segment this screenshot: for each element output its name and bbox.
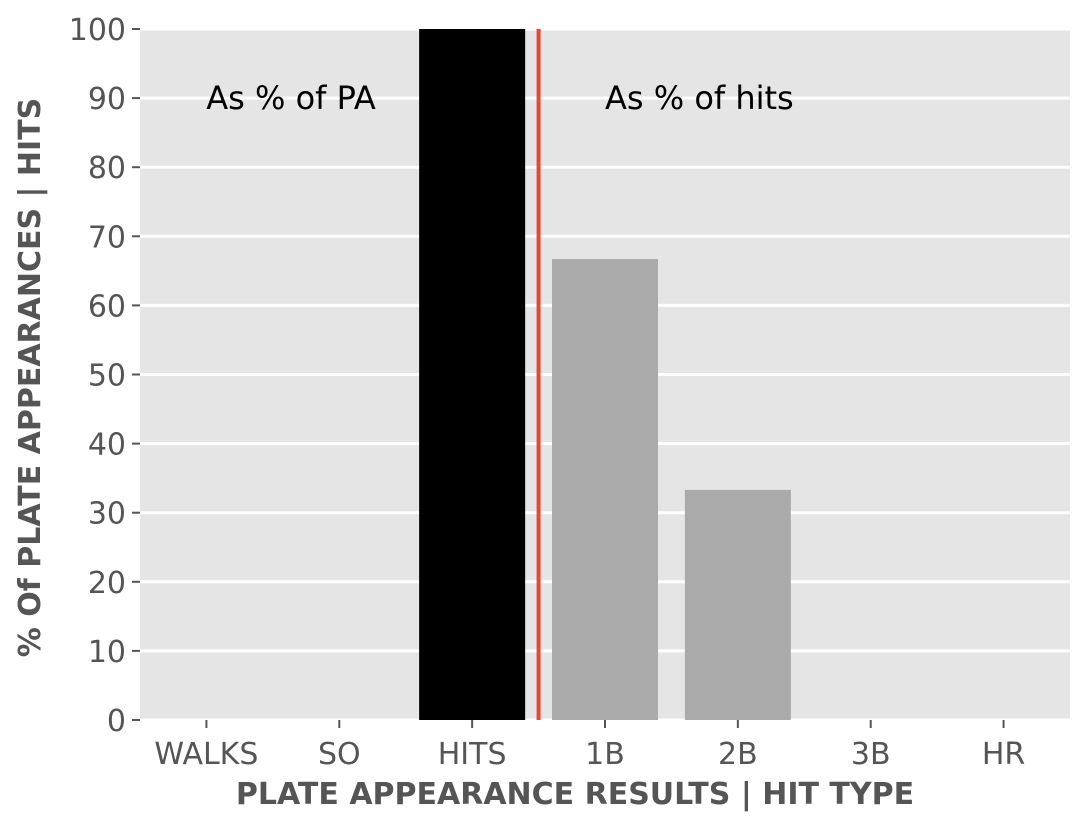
- x-axis-title: PLATE APPEARANCE RESULTS | HIT TYPE: [236, 777, 914, 812]
- x-tick-label: SO: [318, 737, 361, 772]
- x-tick-label: WALKS: [154, 737, 258, 772]
- bar-2b: [684, 489, 791, 720]
- y-axis-title: % Of PLATE APPEARANCES | HITS: [13, 98, 48, 658]
- y-tick-label: 90: [88, 82, 126, 117]
- bar-hits: [419, 29, 526, 720]
- annotation-pa: As % of PA: [206, 79, 376, 117]
- y-tick-label: 80: [88, 151, 126, 186]
- bar-1b: [552, 259, 658, 720]
- x-tick-label: HR: [982, 737, 1025, 772]
- x-tick-label: 3B: [851, 737, 891, 772]
- y-tick-label: 10: [88, 635, 126, 670]
- annotation-hits: As % of hits: [605, 79, 794, 117]
- y-axis-ticks: 0 10 20 30 40 50 60 70 80 90 100: [69, 13, 140, 739]
- y-tick-label: 70: [88, 220, 126, 255]
- y-tick-label: 40: [88, 428, 126, 463]
- x-tick-label: HITS: [438, 737, 507, 772]
- x-tick-label: 1B: [585, 737, 625, 772]
- y-tick-label: 50: [88, 359, 126, 394]
- y-tick-label: 0: [107, 704, 126, 739]
- y-tick-label: 100: [69, 13, 126, 48]
- x-tick-label: 2B: [718, 737, 758, 772]
- x-axis-ticks: WALKS SO HITS 1B 2B 3B HR: [154, 720, 1025, 772]
- y-tick-label: 20: [88, 566, 126, 601]
- y-tick-label: 60: [88, 289, 126, 324]
- y-tick-label: 30: [88, 497, 126, 532]
- bars: [419, 29, 791, 720]
